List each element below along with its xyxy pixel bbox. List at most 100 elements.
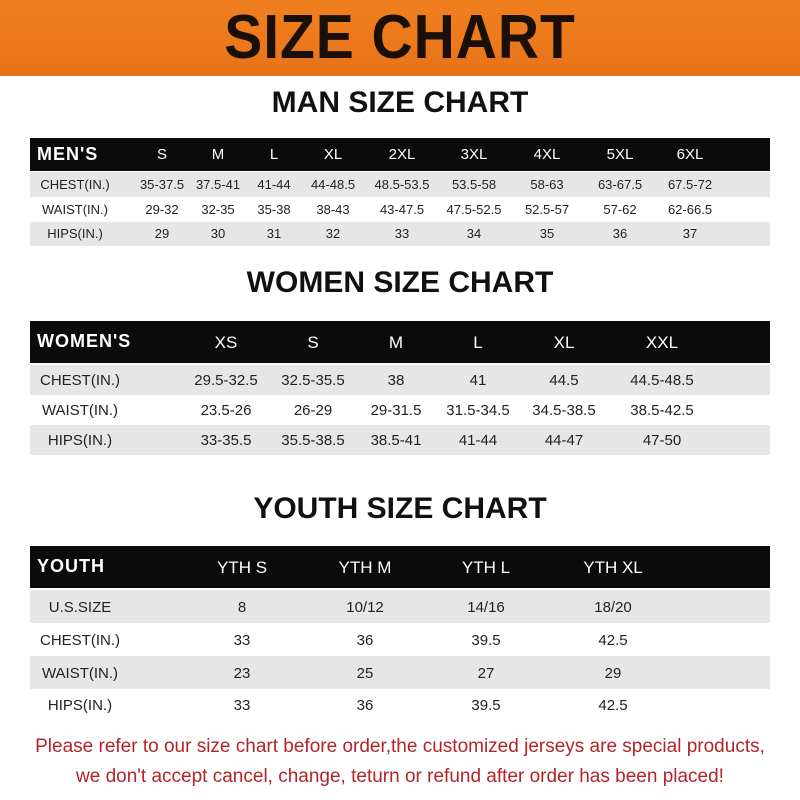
table-cell: 26-29	[293, 402, 333, 419]
table-row: U.S.SIZE 8 10/12 14/16 18/20	[30, 590, 770, 623]
table-cell: 32-35	[201, 201, 235, 217]
table-cell: 42.5	[598, 631, 628, 649]
table-cell: 29-31.5	[370, 402, 422, 419]
table-row: WAIST(IN.) 23.5-26 26-29 29-31.5 31.5-34.5 34…	[30, 395, 770, 425]
row-label: WAIST(IN.)	[41, 664, 119, 682]
table-row: HIPS(IN.) 33-35.5 35.5-38.5 38.5-41 41-44 44-…	[30, 425, 770, 455]
footer-line-1: Please refer to our size chart before or…	[35, 736, 765, 757]
table-cell: 36	[356, 631, 374, 649]
youth-header-row: YOUTH YTH S YTH M YTH L YTH XL	[30, 546, 770, 588]
table-cell: 33	[233, 631, 251, 649]
table-cell: 35-37.5	[139, 176, 185, 192]
table-cell: 44.5	[549, 372, 579, 389]
table-cell: 41-44	[458, 432, 498, 449]
table-cell: 57-62	[603, 201, 637, 217]
table-cell: 29	[154, 226, 170, 241]
table-cell: 58-63	[530, 176, 564, 192]
table-cell: 31.5-34.5	[446, 402, 510, 419]
table-cell: 10/12	[346, 598, 384, 616]
row-label: CHEST(IN.)	[40, 372, 120, 389]
table-cell: 41-44	[257, 176, 291, 192]
table-row: HIPS(IN.) 29 30 31 32 33 34 35 36 37	[30, 222, 770, 246]
table-row: WAIST(IN.) 23 25 27 29	[30, 656, 770, 689]
table-cell: 30	[210, 226, 226, 241]
size-header: 5XL	[606, 145, 634, 163]
table-row: CHEST(IN.) 33 36 39.5 42.5	[30, 623, 770, 656]
size-header: YTH M	[338, 558, 392, 577]
table-cell: 47-50	[642, 432, 682, 449]
table-cell: 44-48.5	[310, 176, 356, 192]
size-header: XL	[323, 145, 343, 163]
size-header: XS	[214, 333, 238, 352]
table-cell: 8	[237, 598, 247, 616]
row-label: HIPS(IN.)	[47, 696, 113, 714]
banner-title: SIZE CHART	[224, 3, 576, 72]
table-cell: 32.5-35.5	[281, 372, 345, 389]
men-header-row: MEN'S S M L XL 2XL 3XL 4XL 5XL 6XL	[30, 138, 770, 171]
women-header-label: WOMEN'S	[37, 331, 132, 351]
size-header: L	[473, 333, 483, 352]
row-label: HIPS(IN.)	[47, 432, 113, 449]
row-label: CHEST(IN.)	[40, 176, 110, 192]
youth-title: YOUTH SIZE CHART	[253, 492, 547, 525]
table-cell: 44.5-48.5	[630, 372, 694, 389]
table-cell: 14/16	[467, 598, 505, 616]
table-cell: 36	[612, 226, 628, 241]
table-row: HIPS(IN.) 33 36 39.5 42.5	[30, 689, 770, 720]
footer-line-2: we don't accept cancel, change, teturn o…	[76, 766, 724, 787]
men-header-label: MEN'S	[37, 143, 99, 164]
table-cell: 53.5-58	[451, 176, 497, 192]
table-cell: 35-38	[257, 201, 291, 217]
size-header: YTH S	[216, 558, 268, 577]
table-cell: 34	[466, 226, 482, 241]
row-label: WAIST(IN.)	[42, 201, 108, 217]
size-header: XXL	[645, 333, 679, 352]
size-header: S	[156, 145, 168, 163]
table-cell: 52.5-57	[524, 201, 570, 217]
table-cell: 35	[539, 226, 555, 241]
table-cell: 34.5-38.5	[532, 402, 596, 419]
table-cell: 37	[682, 226, 698, 241]
table-cell: 29-32	[145, 201, 179, 217]
table-row: CHEST(IN.) 35-37.5 37.5-41 41-44 44-48.5 48.5…	[30, 172, 770, 197]
size-header: 3XL	[460, 145, 488, 163]
table-cell: 43-47.5	[379, 201, 425, 217]
row-label: CHEST(IN.)	[40, 631, 120, 649]
table-cell: 42.5	[598, 696, 628, 714]
table-cell: 39.5	[471, 696, 501, 714]
table-cell: 33-35.5	[200, 432, 252, 449]
banner: SIZE CHART	[0, 0, 800, 76]
women-header-row: WOMEN'S XS S M L XL XXL	[30, 321, 770, 363]
size-header: 6XL	[676, 145, 704, 163]
table-row: CHEST(IN.) 29.5-32.5 32.5-35.5 38 41 44.5 44.5…	[30, 365, 770, 395]
table-cell: 62-66.5	[667, 201, 713, 217]
youth-header-label: YOUTH	[37, 556, 105, 576]
row-label: WAIST(IN.)	[41, 402, 119, 419]
table-cell: 35.5-38.5	[281, 432, 345, 449]
table-cell: 41	[469, 372, 487, 389]
table-cell: 37.5-41	[195, 176, 241, 192]
size-header: YTH L	[461, 558, 511, 577]
size-header: YTH XL	[583, 558, 643, 577]
table-cell: 38-43	[316, 201, 350, 217]
table-cell: 25	[356, 664, 374, 682]
table-cell: 23.5-26	[200, 402, 252, 419]
table-cell: 47.5-52.5	[446, 201, 502, 217]
table-row: WAIST(IN.) 29-32 32-35 35-38 38-43 43-47.5 47.…	[30, 197, 770, 222]
table-cell: 29.5-32.5	[194, 372, 258, 389]
table-cell: 63-67.5	[597, 176, 643, 192]
table-cell: 32	[325, 226, 341, 241]
size-header: 4XL	[533, 145, 561, 163]
size-header: XL	[553, 333, 575, 352]
table-cell: 38	[387, 372, 405, 389]
table-cell: 31	[266, 226, 282, 241]
women-title: WOMEN SIZE CHART	[246, 266, 554, 299]
table-cell: 48.5-53.5	[374, 176, 430, 192]
table-cell: 38.5-41	[370, 432, 422, 449]
table-cell: 23	[233, 664, 251, 682]
table-cell: 33	[394, 226, 410, 241]
size-header: M	[211, 145, 225, 163]
row-label: U.S.SIZE	[48, 598, 112, 616]
table-cell: 18/20	[594, 598, 632, 616]
table-cell: 39.5	[471, 631, 501, 649]
